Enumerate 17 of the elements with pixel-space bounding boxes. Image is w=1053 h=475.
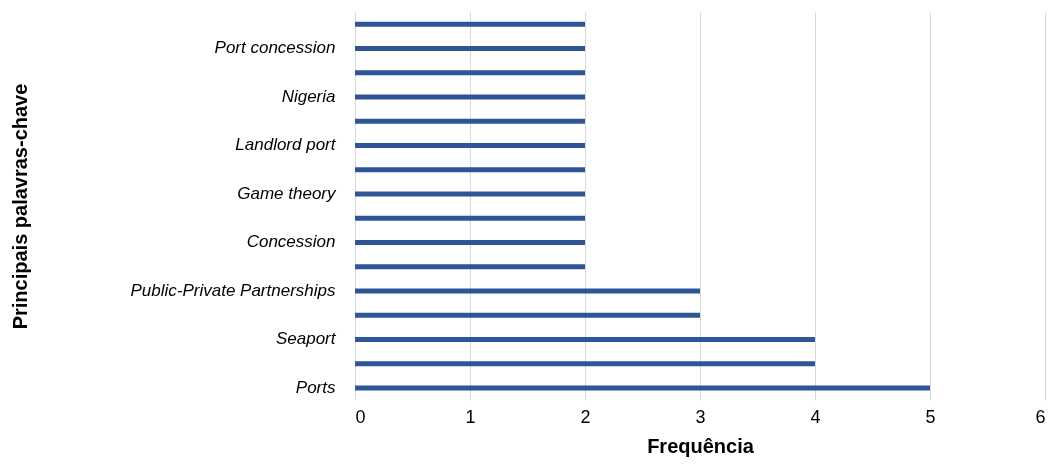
x-tick-label: 2 [580, 406, 591, 427]
y-tick-label: Landlord port [235, 135, 337, 155]
x-tick-label: 3 [695, 406, 706, 427]
y-tick-label: Concession [246, 232, 336, 252]
y-tick-label: Seaport [275, 329, 337, 349]
x-tick-label: 6 [1035, 406, 1046, 427]
x-tick-label: 0 [355, 406, 366, 427]
y-tick-label: Game theory [237, 183, 337, 203]
x-tick-label: 1 [465, 406, 476, 427]
y-tick-label: Public-Private Partnerships [130, 280, 336, 300]
y-tick-label: Nigeria [281, 86, 336, 106]
y-axis-title: Principais palavras-chave [8, 83, 31, 330]
x-axis-title: Frequência [647, 434, 755, 457]
x-tick-label: 5 [925, 406, 936, 427]
y-tick-label: Ports [295, 377, 336, 397]
y-tick-label: Port concession [214, 38, 336, 58]
x-tick-label: 4 [810, 406, 821, 427]
